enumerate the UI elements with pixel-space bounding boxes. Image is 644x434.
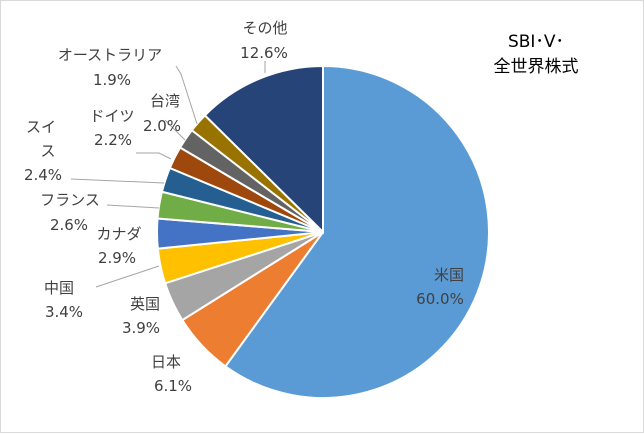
leader-line	[175, 65, 198, 125]
slice-name-label: フランス	[40, 191, 100, 209]
slice-value-label: 3.9%	[122, 319, 160, 337]
slice-value-label: 2.2%	[94, 131, 132, 149]
slice-value-label: 1.9%	[93, 71, 131, 89]
slice-value-label: 3.4%	[45, 303, 83, 321]
chart-title-line-2: 全世界株式	[494, 57, 579, 77]
slice-name-label: カナダ	[96, 225, 141, 243]
slice-name-label: 台湾	[150, 92, 180, 110]
slice-name-label: 日本	[151, 353, 181, 371]
slice-name-label: 英国	[130, 295, 160, 313]
slice-value-label: 2.0%	[143, 117, 181, 135]
slice-value-label: 2.4%	[24, 166, 62, 184]
pie-slice	[203, 64, 324, 235]
slice-value-label: 2.6%	[50, 216, 88, 234]
slice-value-label: 6.1%	[154, 377, 192, 395]
slice-name-label: 米国	[434, 266, 464, 284]
leader-line	[164, 119, 186, 141]
slice-name-label: ドイツ	[89, 107, 134, 125]
slice-name-label: オーストラリア	[58, 46, 162, 64]
leader-line	[136, 152, 172, 160]
pie-slice	[224, 64, 490, 399]
slice-name-label: 中国	[44, 279, 74, 297]
slice-name-label: ス	[40, 142, 55, 160]
slice-name-label: その他	[242, 19, 287, 37]
leader-line	[95, 265, 160, 288]
chart-title-line-1: SBI･V･	[508, 32, 564, 52]
slice-name-label: スイ	[26, 118, 56, 136]
leader-line	[106, 204, 160, 209]
leader-line	[70, 178, 165, 184]
slice-value-label: 60.0%	[416, 290, 464, 308]
slice-value-label: 2.9%	[98, 249, 136, 267]
slice-value-label: 12.6%	[240, 44, 288, 62]
